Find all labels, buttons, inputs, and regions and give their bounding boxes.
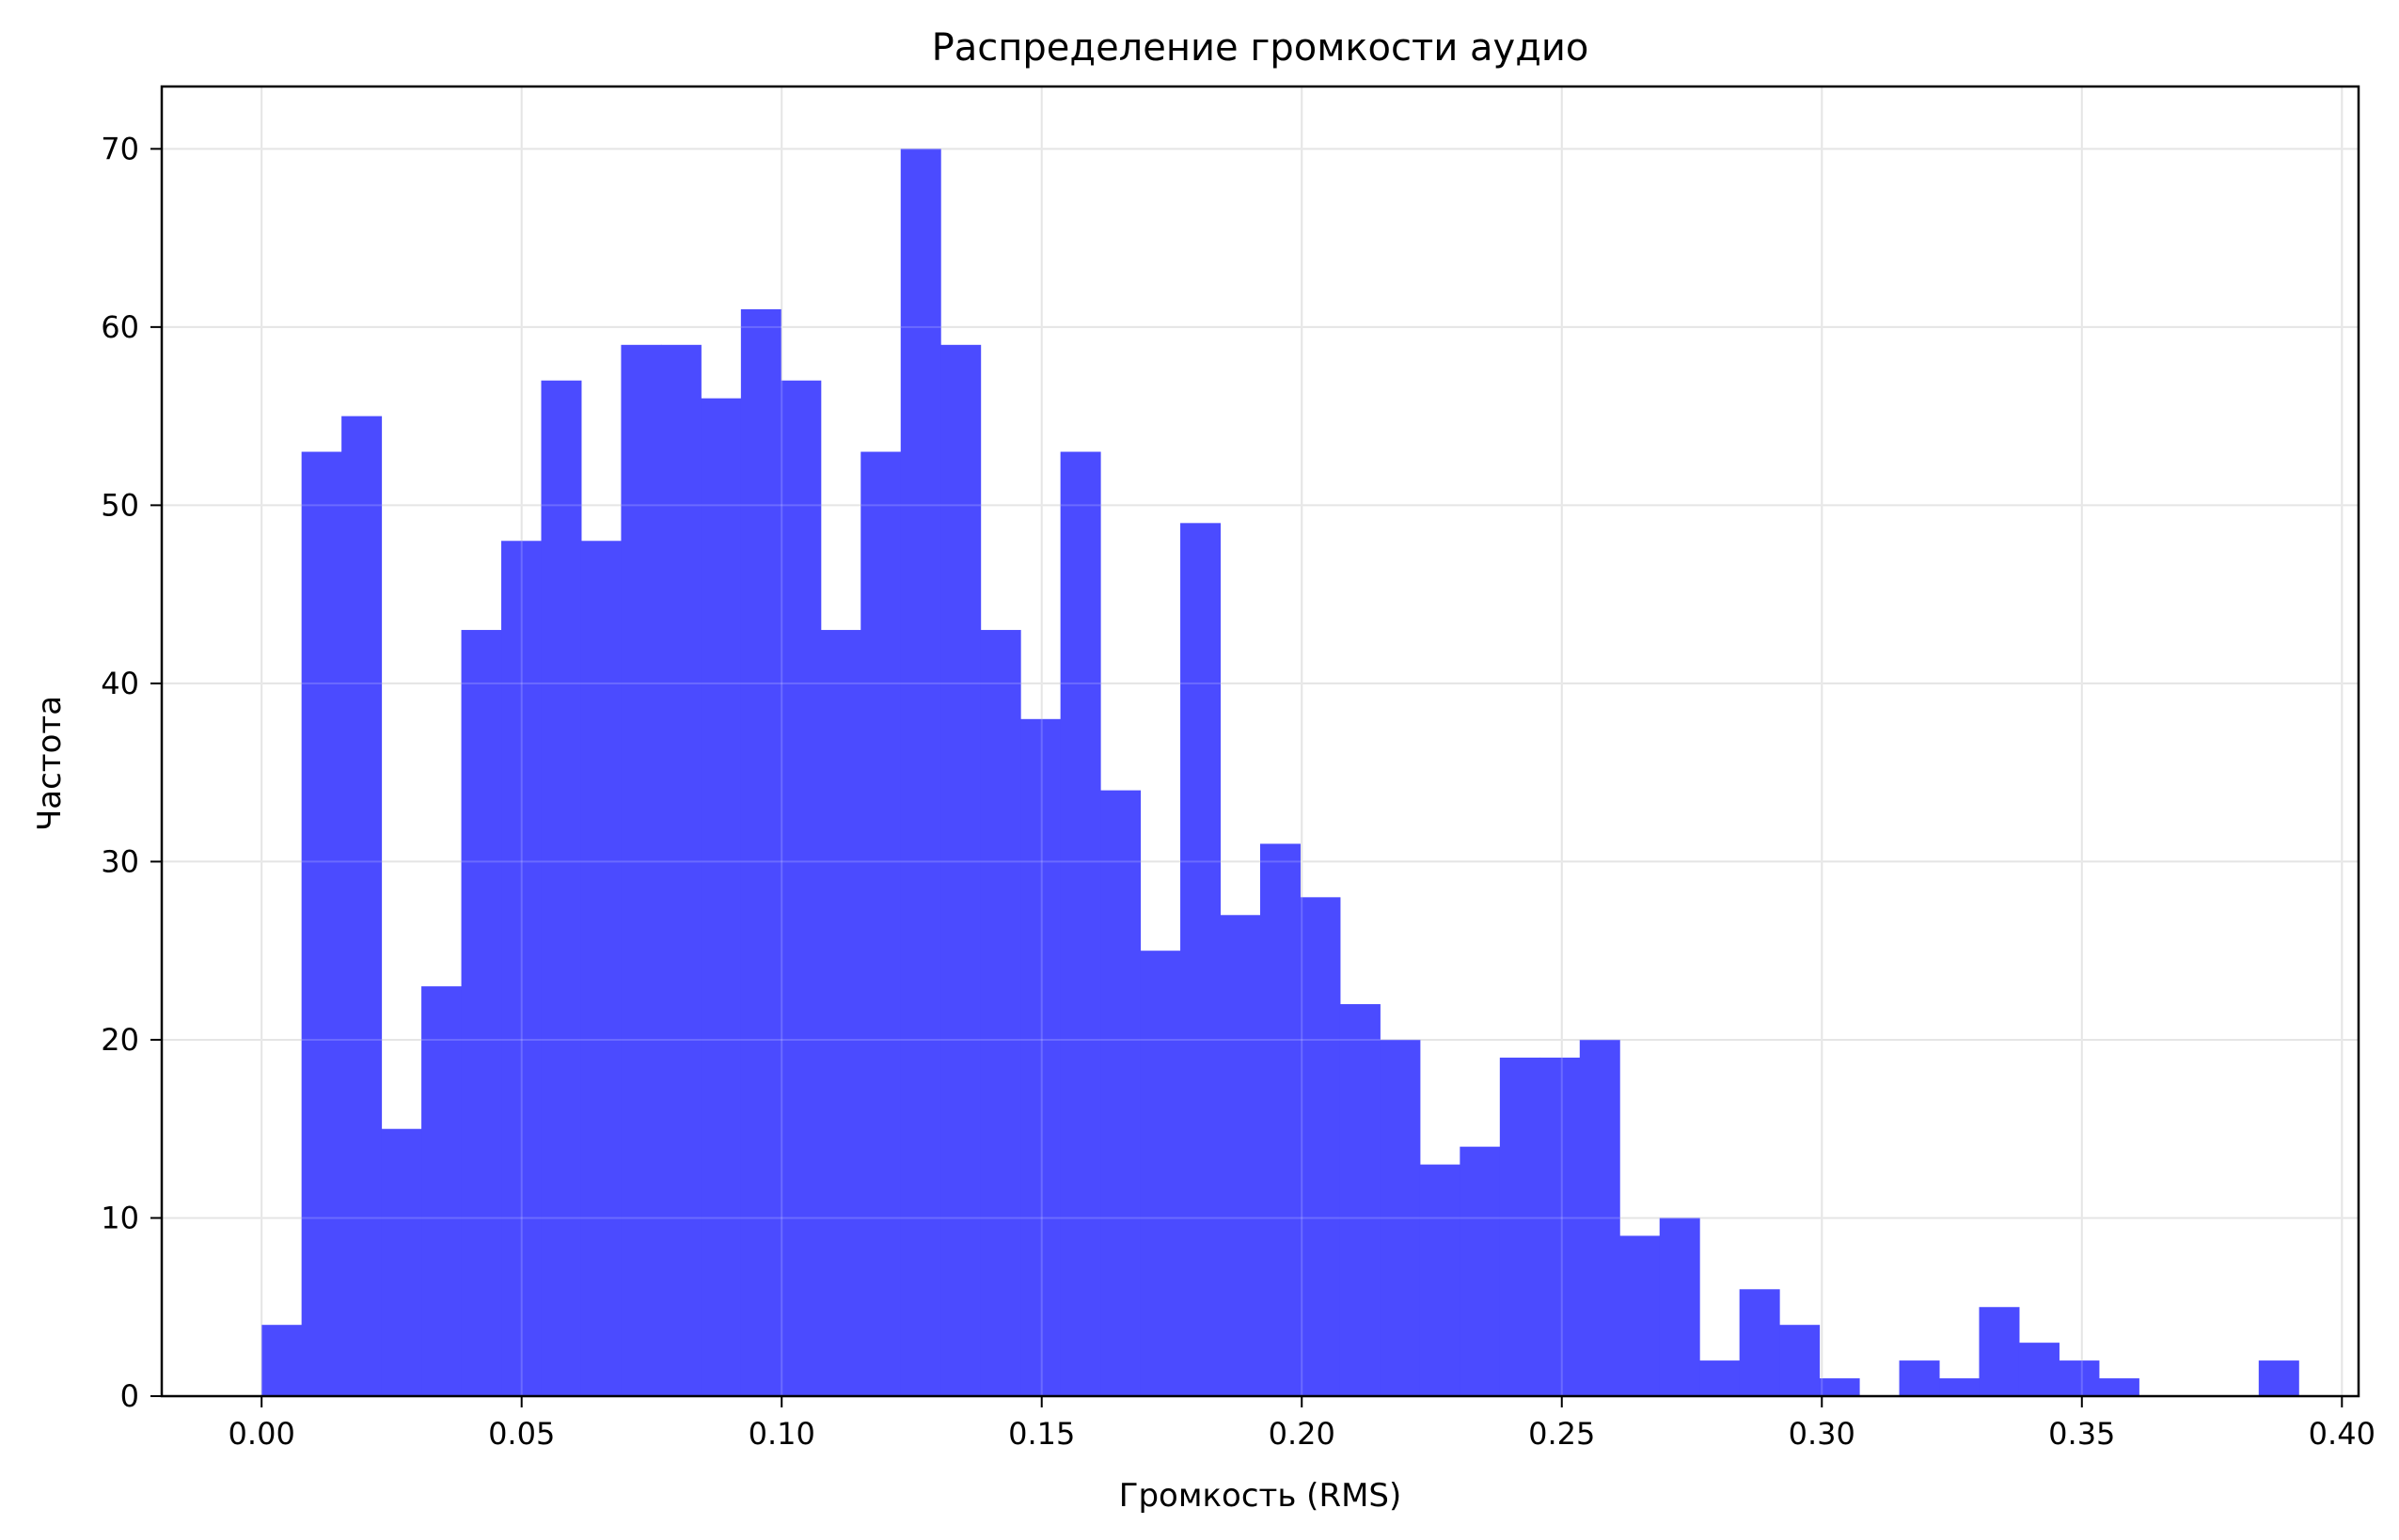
histogram-bar (940, 344, 982, 1396)
x-tick-label: 0.25 (1528, 1416, 1595, 1452)
x-axis-label: Громкость (RMS) (1119, 1477, 1402, 1515)
chart-title: Распределение громкости аудио (932, 26, 1589, 70)
histogram-bar (1619, 1235, 1661, 1396)
histogram-bar (860, 451, 902, 1396)
histogram-bar (980, 630, 1021, 1396)
histogram-bar (1380, 1039, 1421, 1396)
y-tick-label: 10 (101, 1200, 139, 1235)
histogram-bar (740, 308, 781, 1396)
y-tick-label: 50 (101, 487, 139, 523)
histogram-bar (900, 149, 941, 1396)
histogram-bar (1699, 1360, 1741, 1396)
x-tick-label: 0.40 (2309, 1416, 2375, 1452)
histogram-bar (1060, 451, 1101, 1396)
histogram-bar (1499, 1057, 1540, 1396)
histogram-bar (621, 344, 662, 1396)
histogram-bar (1779, 1325, 1821, 1396)
histogram-bar (1220, 915, 1261, 1396)
histogram-bar (1739, 1289, 1780, 1396)
y-tick-label: 0 (120, 1378, 139, 1414)
histogram-bar (1020, 718, 1062, 1396)
x-tick-label: 0.20 (1269, 1416, 1335, 1452)
histogram-bar (501, 541, 542, 1396)
histogram-bar (541, 380, 582, 1396)
histogram-bars (162, 86, 2359, 1397)
histogram-bar (1180, 523, 1222, 1396)
histogram-bar (781, 380, 822, 1396)
histogram-bar (381, 1128, 422, 1396)
histogram-bar (461, 630, 502, 1396)
y-tick-label: 60 (101, 309, 139, 345)
histogram-bar (1899, 1360, 1940, 1396)
histogram-bar (660, 344, 702, 1396)
histogram-bar (1460, 1146, 1501, 1396)
y-tick-label: 40 (101, 666, 139, 701)
histogram-bar (1819, 1378, 1860, 1396)
x-tick-label: 0.15 (1008, 1416, 1075, 1452)
y-axis-ticks: 0 10 20 30 40 50 60 70 (101, 131, 162, 1414)
histogram-bar (1659, 1218, 1700, 1396)
histogram-bar (1260, 843, 1301, 1396)
plot-frame (160, 85, 2360, 1398)
histogram-bar (1539, 1057, 1581, 1396)
histogram-bar (1100, 790, 1142, 1396)
histogram-bar (701, 398, 742, 1397)
histogram-bar (1579, 1039, 1620, 1396)
histogram-bar (1300, 897, 1341, 1396)
histogram-bar (1339, 1004, 1381, 1396)
histogram-bar (820, 630, 861, 1396)
histogram-bar (2258, 1360, 2299, 1396)
y-tick-label: 20 (101, 1022, 139, 1058)
x-tick-label: 0.00 (229, 1416, 295, 1452)
x-tick-label: 0.35 (2048, 1416, 2115, 1452)
y-axis-label: Частота (31, 696, 69, 831)
histogram-bar (421, 986, 463, 1396)
x-tick-label: 0.10 (749, 1416, 815, 1452)
histogram-bar (2059, 1360, 2100, 1396)
histogram-bar (1419, 1164, 1460, 1396)
y-tick-label: 30 (101, 843, 139, 879)
x-tick-label: 0.30 (1789, 1416, 1855, 1452)
histogram-bar (2018, 1343, 2060, 1396)
histogram-bar (261, 1325, 303, 1396)
histogram-bar (1939, 1378, 1981, 1396)
x-tick-label: 0.05 (488, 1416, 555, 1452)
histogram-bar (301, 451, 342, 1396)
histogram-bar (341, 416, 383, 1397)
x-axis-ticks: 0.00 0.05 0.10 0.15 0.20 0.25 0.30 0.35 0.40 (229, 1396, 2375, 1452)
histogram-bar (580, 541, 622, 1396)
histogram-bar (2098, 1378, 2139, 1396)
y-tick-label: 70 (101, 131, 139, 166)
histogram-bar (1140, 951, 1181, 1396)
histogram-bar (1979, 1307, 2020, 1396)
